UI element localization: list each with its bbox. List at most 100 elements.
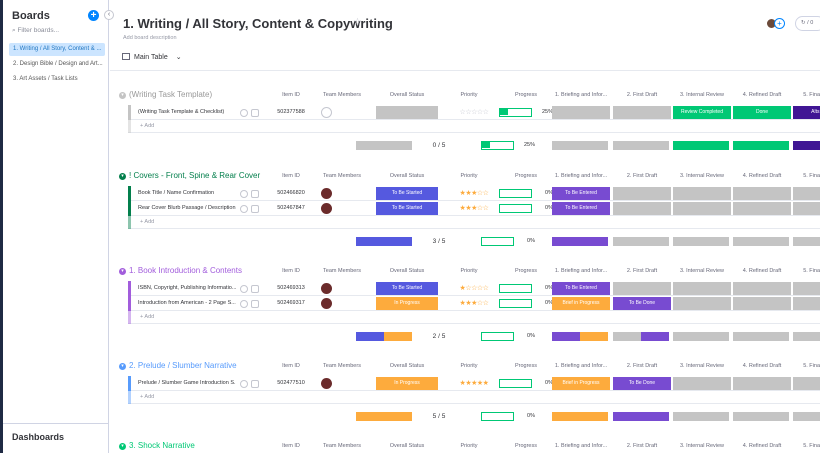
chat-icon[interactable]	[251, 285, 259, 293]
column-header-progress[interactable]: Progress	[514, 363, 537, 369]
column-header-status[interactable]: Overall Status	[389, 92, 425, 98]
column-header-status[interactable]: Overall Status	[389, 268, 425, 274]
add-item-input[interactable]: + Add	[140, 394, 155, 400]
column-header-briefing[interactable]: 1. Briefing and Infor...	[554, 268, 608, 274]
status-cell[interactable]	[376, 106, 438, 119]
add-item-row[interactable]: + Add	[128, 120, 820, 133]
first-draft-cell[interactable]	[613, 187, 671, 200]
column-header-final[interactable]: 5. Final Review	[803, 268, 820, 274]
chevron-down-icon[interactable]: ▾	[119, 173, 126, 180]
briefing-cell[interactable]: To Be Entered	[552, 187, 610, 200]
add-item-input[interactable]: + Add	[140, 219, 155, 225]
plus-icon[interactable]: +	[88, 10, 99, 21]
column-header-progress[interactable]: Progress	[514, 268, 537, 274]
column-header-internal[interactable]: 3. Internal Review	[679, 268, 725, 274]
internal-review-cell[interactable]	[673, 377, 731, 390]
column-header-progress[interactable]: Progress	[514, 173, 537, 179]
check-icon[interactable]	[240, 380, 248, 388]
dashboards-heading[interactable]: Dashboards	[12, 432, 65, 442]
refined-draft-cell[interactable]	[733, 202, 791, 215]
status-cell[interactable]: To Be Started	[376, 187, 438, 200]
group-title[interactable]: 1. Book Introduction & Contents	[129, 266, 242, 275]
priority-rating[interactable]: ★★★★★	[459, 380, 489, 387]
check-icon[interactable]	[240, 300, 248, 308]
column-header-internal[interactable]: 3. Internal Review	[679, 92, 725, 98]
status-cell[interactable]: To Be Started	[376, 282, 438, 295]
check-icon[interactable]	[240, 205, 248, 213]
chat-icon[interactable]	[251, 380, 259, 388]
avatar[interactable]	[321, 203, 332, 214]
column-header-team[interactable]: Team Members	[323, 173, 361, 179]
priority-rating[interactable]: ★☆☆☆☆	[459, 285, 489, 292]
filter-boards-input[interactable]: ⌕ Filter boards...	[12, 27, 59, 35]
internal-review-cell[interactable]: Review Completed	[673, 106, 731, 119]
column-header-final[interactable]: 5. Final Review	[803, 173, 820, 179]
item-name[interactable]: Rear Cover Blurb Passage / Description	[138, 205, 236, 211]
column-header-refined[interactable]: 4. Refined Draft	[742, 92, 782, 98]
status-cell[interactable]: In Progress	[376, 377, 438, 390]
final-review-cell[interactable]	[793, 282, 820, 295]
final-review-cell[interactable]	[793, 202, 820, 215]
table-row[interactable]: ISBN, Copyright, Publishing Informatio..…	[128, 281, 820, 296]
column-header-refined[interactable]: 4. Refined Draft	[742, 363, 782, 369]
table-row[interactable]: Book Title / Name Confirmation 502466820 T…	[128, 186, 820, 201]
column-header-final[interactable]: 5. Final Review	[803, 92, 820, 98]
tab-main-table[interactable]: Main Table ⌄	[122, 53, 182, 61]
chevron-down-icon[interactable]: ▾	[119, 92, 126, 99]
column-header-progress[interactable]: Progress	[514, 443, 537, 449]
chevron-down-icon[interactable]: ▾	[119, 443, 126, 450]
add-item-input[interactable]: + Add	[140, 123, 155, 129]
add-item-row[interactable]: + Add	[128, 216, 820, 229]
column-header-priority[interactable]: Priority	[460, 363, 478, 369]
column-header-final[interactable]: 5. Final Review	[803, 363, 820, 369]
column-header-first-draft[interactable]: 2. First Draft	[626, 443, 658, 449]
item-name[interactable]: Book Title / Name Confirmation	[138, 190, 215, 196]
add-item-row[interactable]: + Add	[128, 391, 820, 404]
final-review-cell[interactable]	[793, 377, 820, 390]
first-draft-cell[interactable]: To Be Done	[613, 377, 671, 390]
priority-rating[interactable]: ★★★☆☆	[459, 205, 489, 212]
internal-review-cell[interactable]	[673, 282, 731, 295]
first-draft-cell[interactable]	[613, 106, 671, 119]
chat-icon[interactable]	[251, 190, 259, 198]
first-draft-cell[interactable]	[613, 282, 671, 295]
column-header-status[interactable]: Overall Status	[389, 173, 425, 179]
internal-review-cell[interactable]	[673, 187, 731, 200]
star-icon[interactable]: ☆	[353, 17, 362, 28]
column-header-status[interactable]: Overall Status	[389, 443, 425, 449]
avatar[interactable]	[321, 107, 332, 118]
refined-draft-cell[interactable]: Done	[733, 106, 791, 119]
column-header-internal[interactable]: 3. Internal Review	[679, 173, 725, 179]
briefing-cell[interactable]: To Be Entered	[552, 282, 610, 295]
first-draft-cell[interactable]	[613, 202, 671, 215]
board-description[interactable]: Add board description	[123, 35, 177, 41]
chevron-left-icon[interactable]: ‹	[104, 10, 114, 20]
check-icon[interactable]	[240, 109, 248, 117]
column-header-briefing[interactable]: 1. Briefing and Infor...	[554, 173, 608, 179]
group-title[interactable]: (Writing Task Template)	[129, 90, 213, 99]
column-header-item-id[interactable]: Item ID	[282, 173, 300, 179]
sidebar-item-design-bible[interactable]: 2. Design Bible / Design and Art...	[13, 61, 103, 67]
column-header-first-draft[interactable]: 2. First Draft	[626, 268, 658, 274]
column-header-team[interactable]: Team Members	[323, 92, 361, 98]
chevron-down-icon[interactable]: ▾	[119, 363, 126, 370]
status-cell[interactable]: To Be Started	[376, 202, 438, 215]
column-header-priority[interactable]: Priority	[460, 443, 478, 449]
item-name[interactable]: Prelude / Slumber Game Introduction S...	[138, 380, 236, 386]
item-name[interactable]: Introduction from American - 2 Page S...	[138, 300, 236, 306]
column-header-progress[interactable]: Progress	[514, 92, 537, 98]
priority-rating[interactable]: ★★★☆☆	[459, 190, 489, 197]
column-header-briefing[interactable]: 1. Briefing and Infor...	[554, 443, 608, 449]
column-header-refined[interactable]: 4. Refined Draft	[742, 268, 782, 274]
add-item-row[interactable]: + Add	[128, 311, 820, 324]
column-header-item-id[interactable]: Item ID	[282, 363, 300, 369]
group-title[interactable]: ! Covers - Front, Spine & Rear Cover	[129, 171, 261, 180]
check-icon[interactable]	[240, 285, 248, 293]
refined-draft-cell[interactable]	[733, 297, 791, 310]
chat-icon[interactable]	[251, 205, 259, 213]
column-header-priority[interactable]: Priority	[460, 268, 478, 274]
table-row[interactable]: Introduction from American - 2 Page S...…	[128, 296, 820, 311]
column-header-item-id[interactable]: Item ID	[282, 443, 300, 449]
chat-icon[interactable]	[251, 109, 259, 117]
column-header-refined[interactable]: 4. Refined Draft	[742, 173, 782, 179]
